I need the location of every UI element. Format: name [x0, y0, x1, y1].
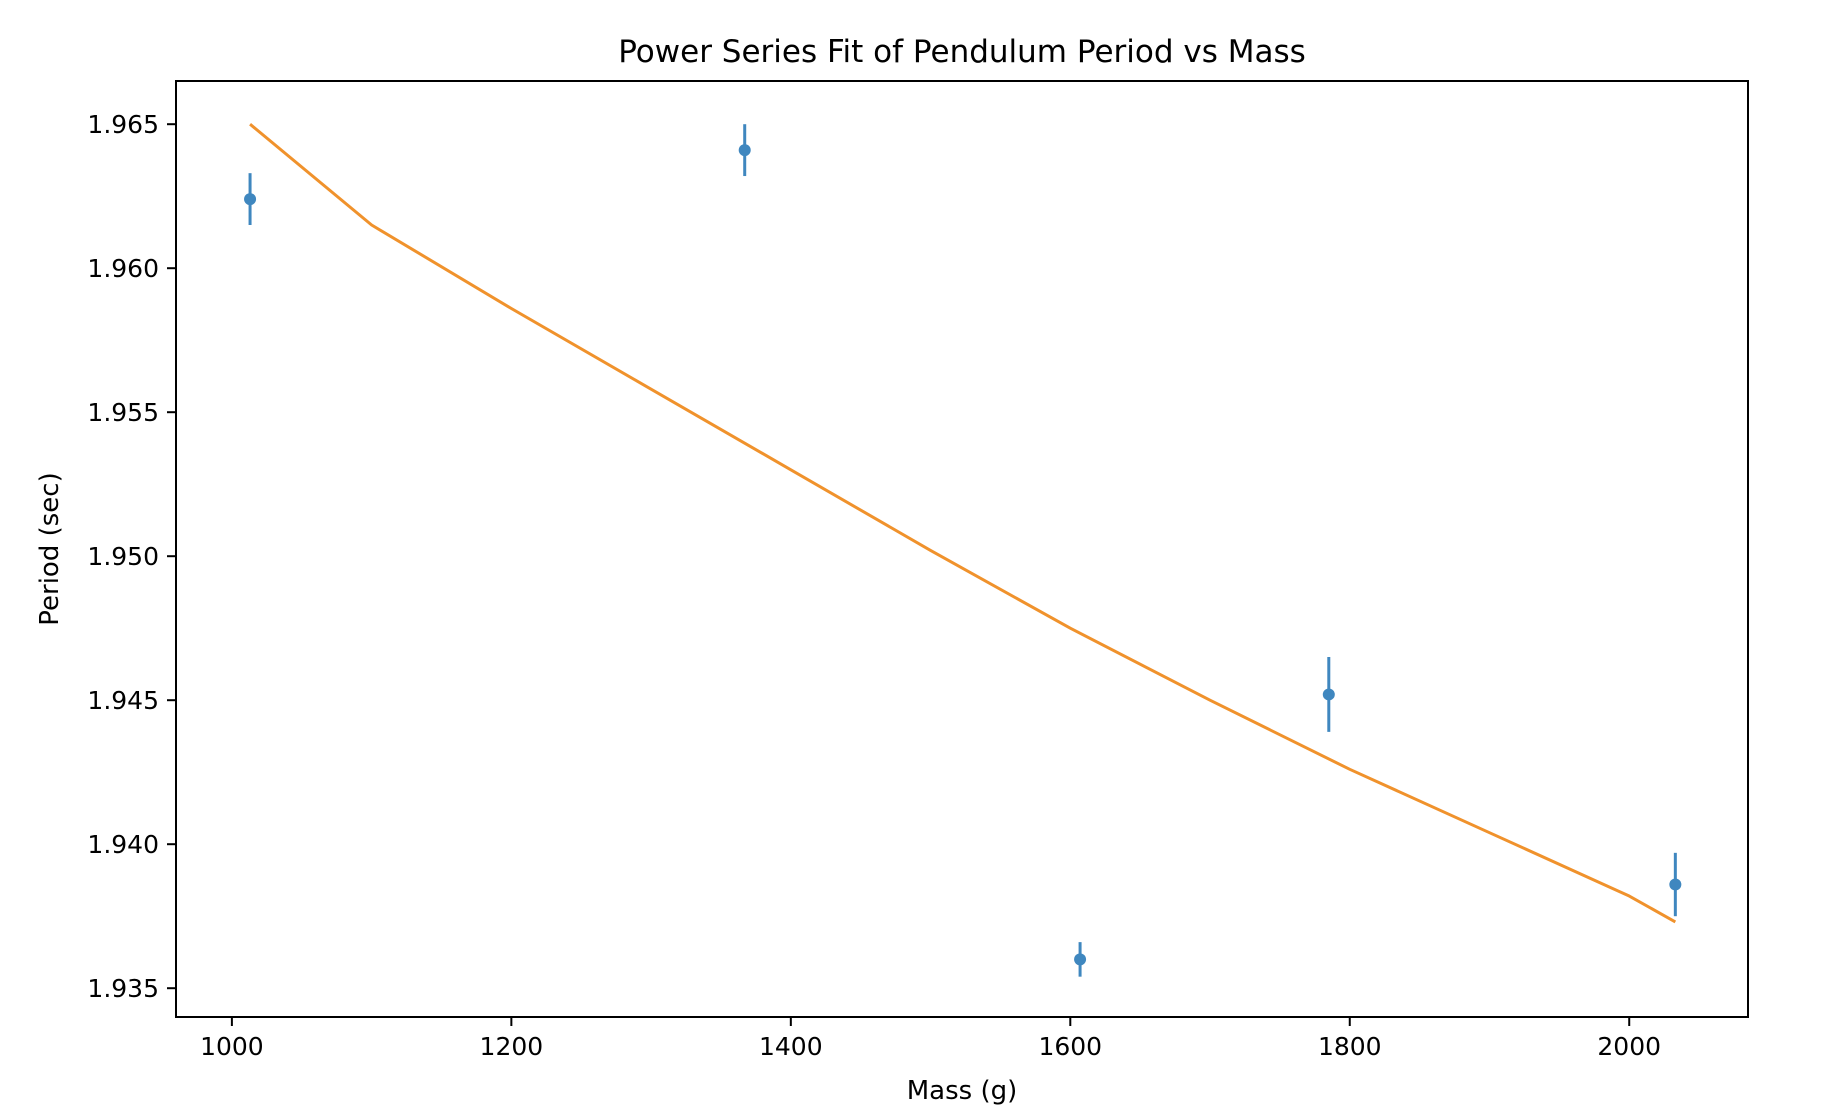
x-axis: 1000 1200 1400 1600 1800 2000 [200, 1017, 1661, 1061]
axes-frame [175, 80, 1749, 1018]
x-tick-label: 1600 [1038, 1032, 1102, 1061]
data-point [738, 144, 751, 157]
y-tick-label: 1.940 [87, 830, 159, 859]
fit-curve-line [249, 123, 1677, 924]
plot-area [244, 123, 1682, 977]
x-tick-label: 1200 [480, 1032, 544, 1061]
x-axis-label: Mass (g) [907, 1076, 1018, 1106]
y-axis: 1.935 1.940 1.945 1.950 1.955 1.960 1.965 [87, 110, 176, 1003]
x-tick-label: 1000 [200, 1032, 264, 1061]
x-tick-label: 2000 [1597, 1032, 1661, 1061]
y-tick-label: 1.960 [87, 254, 159, 283]
data-point [1074, 953, 1087, 966]
y-tick-label: 1.950 [87, 542, 159, 571]
data-point [1669, 878, 1682, 891]
y-axis-label: Period (sec) [35, 472, 65, 625]
x-tick-label: 1400 [759, 1032, 823, 1061]
data-point [1322, 688, 1335, 701]
y-tick-label: 1.965 [87, 110, 159, 139]
y-tick-label: 1.945 [87, 686, 159, 715]
y-tick-label: 1.955 [87, 398, 159, 427]
y-tick-label: 1.935 [87, 974, 159, 1003]
data-point [244, 193, 257, 206]
chart-title: Power Series Fit of Pendulum Period vs M… [618, 34, 1306, 70]
x-tick-label: 1800 [1318, 1032, 1382, 1061]
